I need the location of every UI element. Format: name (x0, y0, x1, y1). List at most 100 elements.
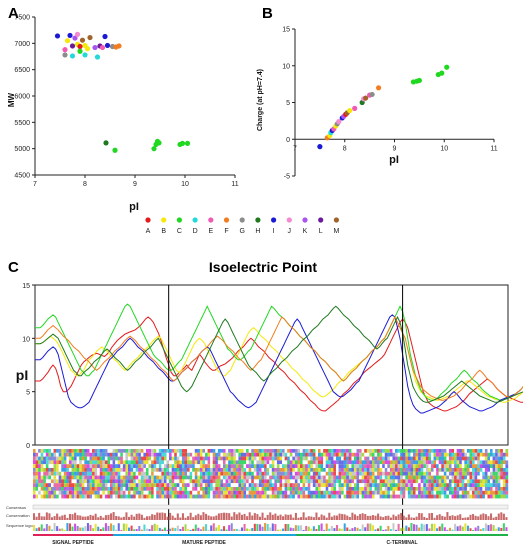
alignment-cell (163, 449, 167, 453)
logo-glyph (212, 523, 215, 531)
alignment-cell (207, 479, 211, 484)
alignment-cell (104, 468, 108, 472)
alignment-cell (487, 464, 491, 468)
alignment-cell (225, 456, 229, 461)
alignment-cell (502, 460, 506, 465)
alignment-cell (310, 452, 314, 457)
alignment-cell (158, 449, 162, 453)
alignment-cell (425, 460, 429, 465)
alignment-cell (205, 464, 208, 468)
alignment-cell (92, 471, 95, 476)
alignment-cell (153, 494, 157, 499)
alignment-cell (389, 468, 393, 472)
alignment-cell (379, 460, 383, 465)
alignment-cell (79, 487, 82, 491)
alignment-cell (436, 479, 439, 484)
alignment-cell (361, 456, 365, 461)
alignment-cell (328, 494, 332, 499)
alignment-cell (451, 468, 455, 472)
alignment-cell (174, 487, 177, 491)
alignment-cell (287, 494, 290, 499)
alignment-cell (94, 449, 98, 453)
alignment-cell (125, 471, 129, 476)
alignment-cell (289, 475, 293, 480)
alignment-cell (389, 456, 393, 461)
alignment-cell (356, 452, 360, 457)
alignment-cell (484, 487, 488, 491)
alignment-cell (400, 460, 403, 465)
alignment-cell (436, 490, 439, 495)
alignment-cell (297, 487, 301, 491)
alignment-cell (89, 483, 93, 487)
alignment-cell (220, 460, 224, 465)
alignment-cell (217, 460, 221, 465)
alignment-cell (63, 449, 67, 453)
alignment-cell (220, 487, 224, 491)
alignment-cell (420, 479, 424, 484)
alignment-cell (423, 475, 427, 480)
alignment-cell (261, 490, 265, 495)
alignment-cell (348, 468, 352, 472)
alignment-cell (76, 475, 80, 480)
alignment-cell (464, 479, 468, 484)
alignment-cell (364, 468, 367, 472)
alignment-cell (181, 490, 185, 495)
alignment-cell (228, 487, 231, 491)
alignment-cell (240, 483, 244, 487)
alignment-cell (179, 456, 183, 461)
alignment-cell (505, 471, 509, 476)
alignment-cell (502, 494, 506, 499)
alignment-cell (348, 490, 352, 495)
conservation-bar (122, 516, 125, 520)
alignment-cell (369, 468, 373, 472)
alignment-cell (128, 471, 131, 476)
alignment-cell (220, 471, 224, 476)
alignment-cell (40, 471, 44, 476)
alignment-cell (359, 460, 362, 465)
alignment-cell (207, 483, 211, 487)
alignment-cell (251, 475, 255, 480)
logo-glyph (318, 525, 321, 531)
alignment-cell (359, 475, 362, 480)
alignment-cell (56, 475, 59, 480)
alignment-cell (63, 460, 67, 465)
alignment-cell (179, 479, 183, 484)
alignment-cell (45, 471, 49, 476)
logo-glyph (240, 527, 244, 531)
alignment-cell (446, 471, 450, 476)
scatter-point (375, 85, 382, 91)
alignment-cell (86, 483, 90, 487)
alignment-cell (115, 483, 118, 487)
alignment-cell (184, 475, 188, 480)
alignment-cell (117, 456, 121, 461)
alignment-cell (192, 483, 195, 487)
logo-glyph (387, 525, 390, 531)
alignment-cell (320, 494, 324, 499)
alignment-cell (323, 483, 326, 487)
conservation-bar (438, 514, 441, 520)
conservation-bar (348, 517, 351, 520)
alignment-cell (233, 456, 237, 461)
alignment-cell (176, 449, 180, 453)
alignment-cell (110, 494, 113, 499)
alignment-cell (120, 483, 124, 487)
alignment-cell (274, 487, 278, 491)
alignment-cell (120, 490, 124, 495)
alignment-cell (79, 479, 82, 484)
alignment-cell (395, 449, 398, 453)
alignment-cell (243, 483, 247, 487)
alignment-cell (310, 475, 314, 480)
logo-glyph (413, 524, 416, 531)
alignment-cell (99, 479, 103, 484)
alignment-cell (477, 452, 480, 457)
alignment-cell (97, 479, 100, 484)
alignment-cell (71, 490, 75, 495)
alignment-cell (425, 494, 429, 499)
conservation-bar (158, 512, 161, 520)
alignment-cell (377, 456, 380, 461)
alignment-cell (454, 464, 457, 468)
alignment-cell (99, 483, 103, 487)
alignment-cell (397, 483, 401, 487)
alignment-cell (66, 449, 70, 453)
alignment-cell (438, 460, 442, 465)
